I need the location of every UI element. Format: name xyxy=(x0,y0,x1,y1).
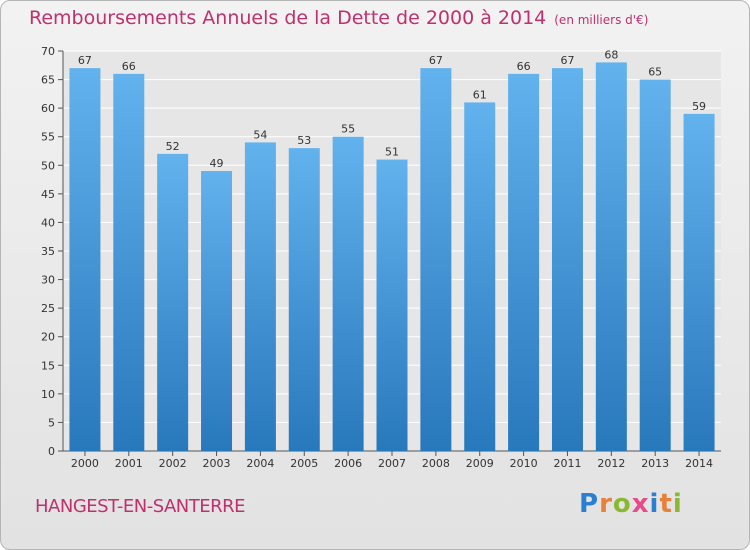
value-label: 52 xyxy=(166,140,180,153)
commune-name: HANGEST-EN-SANTERRE xyxy=(35,496,246,517)
bar-2007[interactable] xyxy=(376,159,408,452)
bar-2014[interactable] xyxy=(683,113,715,451)
value-label: 49 xyxy=(210,157,224,170)
y-tick-label: 20 xyxy=(41,331,55,344)
x-tick-label: 2004 xyxy=(246,457,274,470)
x-tick-label: 2001 xyxy=(115,457,143,470)
x-tick-label: 2000 xyxy=(71,457,99,470)
proxiti-logo[interactable]: Proxiti xyxy=(579,489,683,519)
chart-title: Remboursements Annuels de la Dette de 20… xyxy=(29,7,648,29)
bar-2010[interactable] xyxy=(508,73,540,451)
bar-2005[interactable] xyxy=(288,148,320,451)
y-tick-label: 5 xyxy=(48,416,55,429)
y-tick-label: 50 xyxy=(41,159,55,172)
value-label: 68 xyxy=(604,48,618,61)
value-label: 66 xyxy=(517,60,531,73)
logo-letter: i xyxy=(672,489,683,519)
bar-2003[interactable] xyxy=(201,171,233,451)
value-label: 54 xyxy=(253,128,267,141)
value-label: 61 xyxy=(473,88,487,101)
value-label: 67 xyxy=(560,54,574,67)
bar-2004[interactable] xyxy=(244,142,276,451)
y-tick-label: 45 xyxy=(41,188,55,201)
y-tick-label: 25 xyxy=(41,302,55,315)
chart-title-text: Remboursements Annuels de la Dette de 20… xyxy=(29,7,547,29)
bar-2012[interactable] xyxy=(595,62,627,452)
x-tick-label: 2007 xyxy=(378,457,406,470)
value-label: 55 xyxy=(341,123,355,136)
value-label: 51 xyxy=(385,146,399,159)
logo-letter: P xyxy=(579,489,600,519)
x-tick-label: 2006 xyxy=(334,457,362,470)
x-tick-label: 2012 xyxy=(597,457,625,470)
logo-letter: o xyxy=(612,489,632,519)
y-tick-label: 40 xyxy=(41,216,55,229)
logo-letter: r xyxy=(599,489,613,519)
value-label: 59 xyxy=(692,100,706,113)
x-tick-label: 2014 xyxy=(685,457,713,470)
y-tick-label: 65 xyxy=(41,74,55,87)
y-tick-label: 35 xyxy=(41,245,55,258)
value-label: 66 xyxy=(122,60,136,73)
logo-letter: i xyxy=(649,489,660,519)
value-label: 67 xyxy=(429,54,443,67)
x-tick-label: 2011 xyxy=(553,457,581,470)
bar-2009[interactable] xyxy=(464,102,496,451)
bar-2013[interactable] xyxy=(639,79,671,452)
x-tick-label: 2003 xyxy=(203,457,231,470)
y-tick-label: 30 xyxy=(41,274,55,287)
y-tick-label: 55 xyxy=(41,131,55,144)
value-label: 53 xyxy=(297,134,311,147)
x-tick-label: 2009 xyxy=(466,457,494,470)
logo-letter: x xyxy=(631,489,650,519)
value-label: 65 xyxy=(648,66,662,79)
bar-2001[interactable] xyxy=(113,73,145,451)
bar-2011[interactable] xyxy=(551,68,583,452)
y-tick-label: 10 xyxy=(41,388,55,401)
bar-2006[interactable] xyxy=(332,136,364,451)
bar-2008[interactable] xyxy=(420,68,452,452)
y-tick-label: 60 xyxy=(41,102,55,115)
chart-unit: (en milliers d'€) xyxy=(554,13,649,27)
y-tick-label: 15 xyxy=(41,359,55,372)
x-tick-label: 2013 xyxy=(641,457,669,470)
logo-letter: t xyxy=(659,489,673,519)
x-tick-label: 2002 xyxy=(159,457,187,470)
x-tick-label: 2005 xyxy=(290,457,318,470)
x-tick-label: 2008 xyxy=(422,457,450,470)
x-tick-label: 2010 xyxy=(510,457,538,470)
bar-2002[interactable] xyxy=(157,153,189,451)
y-tick-label: 0 xyxy=(48,445,55,458)
y-tick-label: 70 xyxy=(41,45,55,58)
bar-2000[interactable] xyxy=(69,68,101,452)
value-label: 67 xyxy=(78,54,92,67)
